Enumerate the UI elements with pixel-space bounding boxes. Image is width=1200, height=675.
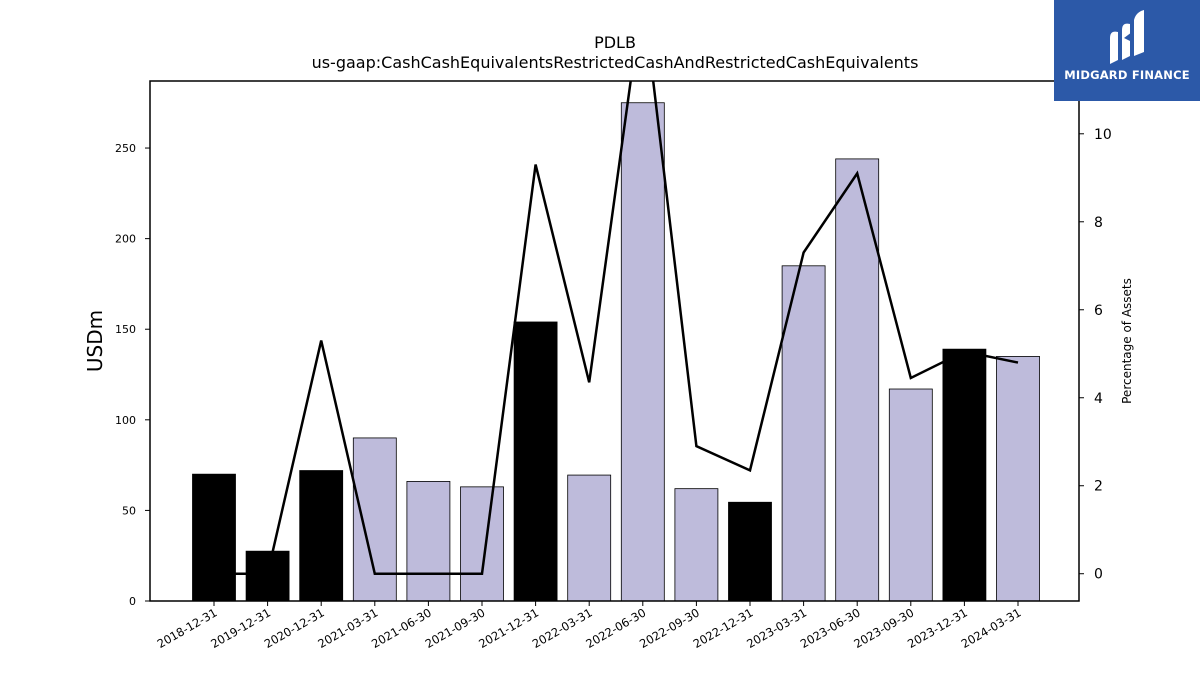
x-tick-label: 2018-12-31 — [155, 605, 220, 651]
x-tick-label: 2022-12-31 — [691, 605, 756, 651]
y-tick-label: 0 — [129, 595, 136, 608]
y2-tick-label: 10 — [1094, 127, 1112, 143]
x-tick-label: 2022-06-30 — [583, 605, 648, 651]
x-tick-label: 2023-03-31 — [744, 605, 809, 651]
bars-group — [192, 102, 1040, 602]
bar-2023-03-31 — [781, 265, 826, 602]
bar-2023-12-31 — [942, 348, 987, 602]
y-tick-label: 50 — [122, 504, 136, 517]
bar-2021-12-31 — [513, 321, 558, 602]
y-tick-label: 150 — [115, 323, 136, 336]
logo-mark-icon — [1110, 10, 1144, 65]
logo-text: MIDGARD FINANCE — [1064, 68, 1190, 82]
y2-tick-label: 6 — [1094, 303, 1103, 319]
bar-2021-03-31 — [352, 437, 397, 602]
x-tick-label: 2021-09-30 — [423, 605, 488, 651]
x-tick-label: 2022-09-30 — [637, 605, 702, 651]
y2-tick-label: 4 — [1094, 391, 1103, 407]
midgard-finance-logo: MIDGARD FINANCE — [1054, 0, 1200, 101]
y-tick-label: 100 — [115, 414, 136, 427]
y2-axis-label: Percentage of Assets — [1120, 278, 1134, 404]
x-tick-label: 2023-06-30 — [798, 605, 863, 651]
chart-title: PDLB — [594, 33, 636, 52]
bar-2018-12-31 — [192, 473, 236, 602]
bar-2023-09-30 — [888, 388, 933, 602]
y-tick-label: 200 — [115, 233, 136, 246]
y2-tick-label: 0 — [1094, 567, 1103, 583]
x-tick-label: 2021-06-30 — [369, 605, 434, 651]
bar-2019-12-31 — [245, 550, 290, 602]
x-tick-label: 2023-12-31 — [905, 605, 970, 651]
bar-2022-12-31 — [728, 501, 772, 602]
x-tick-label: 2020-12-31 — [262, 605, 327, 651]
y-tick-label: 250 — [115, 142, 136, 155]
bar-2021-06-30 — [406, 481, 451, 602]
x-tick-label: 2022-03-31 — [530, 605, 595, 651]
plot-frame — [149, 80, 1080, 602]
bar-2024-03-31 — [996, 356, 1040, 602]
bar-2023-06-30 — [835, 158, 880, 602]
y-axis-left: 0 50 100 150 200 250 — [115, 142, 150, 608]
y-axis-right: 0 2 4 6 8 10 — [1079, 127, 1112, 583]
y-axis-label: USDm — [83, 310, 107, 372]
bar-2020-12-31 — [299, 470, 344, 602]
x-axis: 2018-12-312019-12-312020-12-312021-03-31… — [155, 601, 1024, 651]
bar-2022-09-30 — [674, 488, 719, 602]
y2-tick-label: 2 — [1094, 479, 1103, 495]
bar-2022-06-30 — [620, 102, 665, 602]
x-tick-label: 2021-12-31 — [476, 605, 541, 651]
y2-tick-label: 8 — [1094, 215, 1103, 231]
bar-2022-03-31 — [567, 474, 612, 602]
x-tick-label: 2023-09-30 — [851, 605, 916, 651]
line-group — [214, 81, 1019, 575]
chart-subtitle: us-gaap:CashCashEquivalentsRestrictedCas… — [312, 53, 919, 72]
percentage-line — [214, 81, 1019, 575]
x-tick-label: 2021-03-31 — [315, 605, 380, 651]
x-tick-label: 2024-03-31 — [959, 605, 1024, 651]
bar-2021-09-30 — [460, 486, 504, 602]
x-tick-label: 2019-12-31 — [208, 605, 273, 651]
